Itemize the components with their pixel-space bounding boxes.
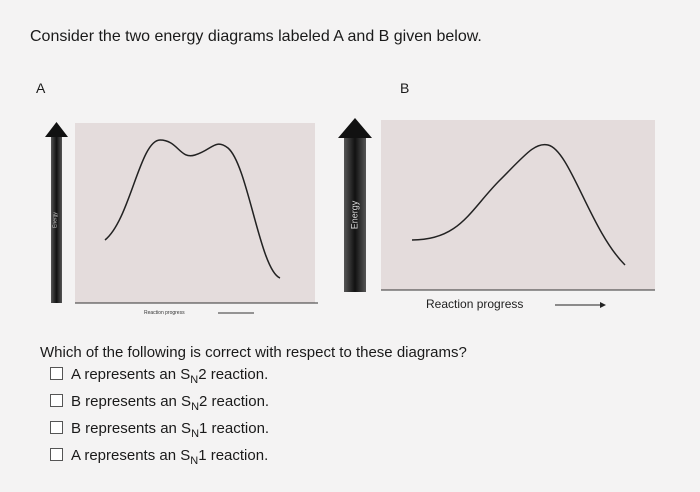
option-subscript: N <box>190 455 199 467</box>
plot-area <box>75 123 315 303</box>
option-text: 2 reaction. <box>198 366 269 383</box>
energy-arrow <box>51 135 62 303</box>
checkbox[interactable] <box>50 421 63 434</box>
option: B represents an SN1 reaction. <box>50 420 269 440</box>
energy-curve <box>104 139 281 279</box>
option-text: A represents an S <box>71 366 191 383</box>
energy-arrow <box>344 135 366 292</box>
option-text: B represents an S <box>71 393 192 410</box>
option-text: 2 reaction. <box>199 393 270 410</box>
option-text: A represents an S <box>71 447 191 464</box>
option-subscript: N <box>191 428 200 440</box>
question: Which of the following is correct with r… <box>40 344 467 361</box>
checkbox[interactable] <box>50 367 63 380</box>
option-text: 1 reaction. <box>199 420 270 437</box>
diagram-label: A <box>36 80 46 96</box>
option-subscript: N <box>190 374 199 386</box>
arrow-head <box>45 122 68 137</box>
option: A represents an SN2 reaction. <box>50 366 268 386</box>
y-axis-label: Energy <box>53 212 59 228</box>
checkbox[interactable] <box>50 394 63 407</box>
title: Consider the two energy diagrams labeled… <box>30 28 482 45</box>
checkbox[interactable] <box>50 448 63 461</box>
x-axis-label: Reaction progress <box>426 297 523 311</box>
option-text: B represents an S <box>71 420 192 437</box>
arrow-head <box>600 302 606 308</box>
energy-curve <box>411 143 626 266</box>
x-axis-label: Reaction progress <box>144 310 185 316</box>
y-axis-label: Energy <box>349 200 359 229</box>
arrow-head <box>338 118 372 138</box>
option-text: 1 reaction. <box>198 447 269 464</box>
option: B represents an SN2 reaction. <box>50 393 269 413</box>
diagram-label: B <box>400 80 410 96</box>
option-subscript: N <box>191 401 200 413</box>
plot-area <box>381 120 655 290</box>
option: A represents an SN1 reaction. <box>50 447 268 467</box>
